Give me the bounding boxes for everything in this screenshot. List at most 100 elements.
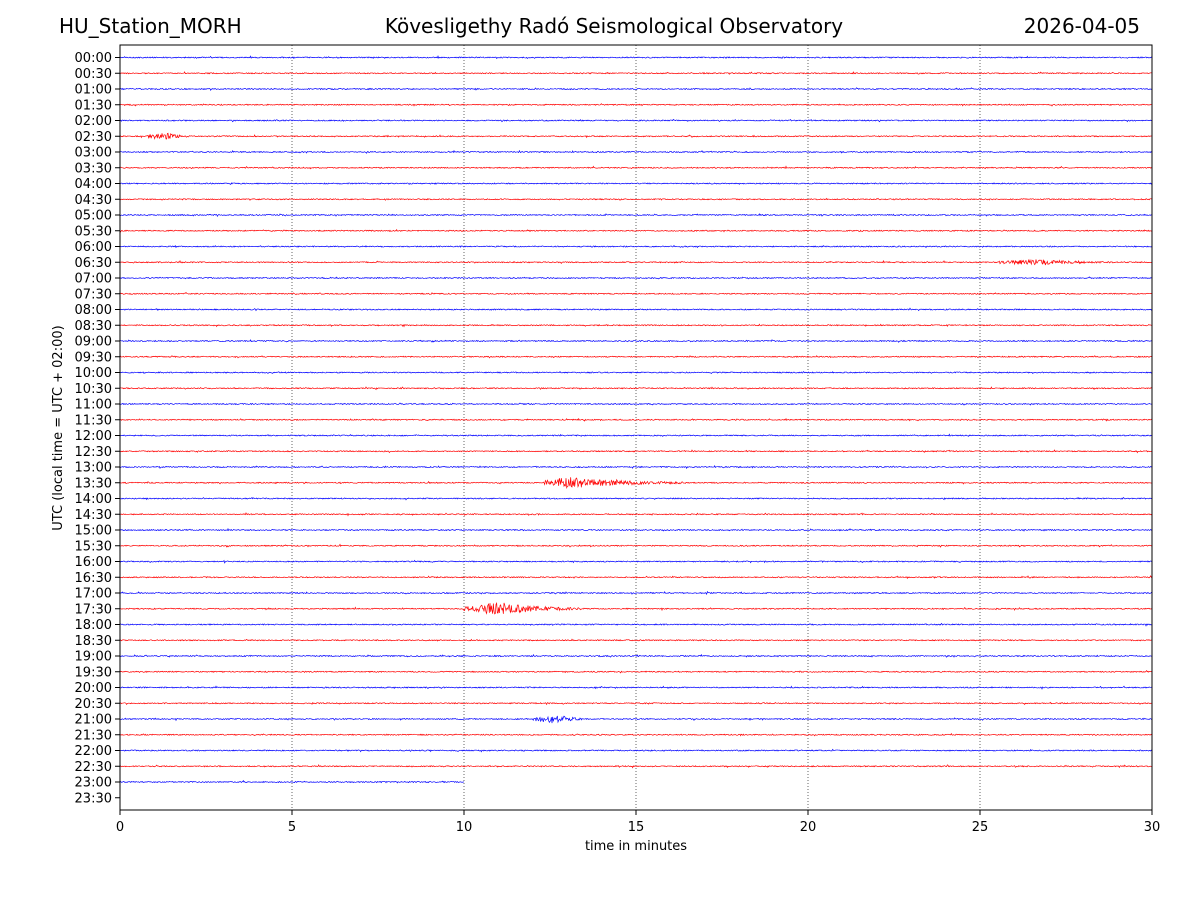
trace-07:30: [119, 291, 1153, 296]
y-tick-label-05:30: 05:30: [75, 224, 112, 239]
y-tick-label-22:00: 22:00: [75, 744, 112, 759]
trace-08:00: [119, 307, 1153, 312]
trace-09:00: [119, 339, 1153, 343]
y-tick-label-18:30: 18:30: [75, 634, 112, 649]
trace-23:00: [119, 779, 465, 784]
trace-03:00: [119, 149, 1153, 154]
y-tick-label-09:30: 09:30: [75, 350, 112, 365]
trace-17:30: [119, 601, 1153, 615]
trace-13:30: [120, 477, 1153, 490]
y-tick-label-23:30: 23:30: [75, 791, 112, 806]
y-tick-label-22:30: 22:30: [75, 760, 112, 775]
y-axis: 00:0000:3001:0001:3002:0002:3003:0003:30…: [75, 51, 120, 806]
y-tick-label-20:30: 20:30: [75, 697, 112, 712]
y-tick-label-21:30: 21:30: [75, 728, 112, 743]
x-tick-label-25: 25: [972, 820, 989, 835]
trace-04:30: [119, 197, 1153, 201]
x-tick-label-10: 10: [456, 820, 473, 835]
y-tick-label-20:00: 20:00: [75, 681, 112, 696]
y-tick-label-04:30: 04:30: [75, 193, 112, 208]
x-tick-label-20: 20: [800, 820, 817, 835]
y-tick-label-15:30: 15:30: [75, 539, 112, 554]
y-tick-label-19:30: 19:30: [75, 665, 112, 680]
date-label: 2026-04-05: [1023, 14, 1140, 38]
y-tick-label-14:00: 14:00: [75, 492, 112, 507]
y-tick-label-23:00: 23:00: [75, 776, 112, 791]
y-tick-label-17:00: 17:00: [75, 587, 112, 602]
trace-12:00: [119, 433, 1153, 437]
y-tick-label-07:30: 07:30: [75, 287, 112, 302]
trace-10:00: [119, 370, 1153, 374]
y-tick-label-05:00: 05:00: [75, 209, 112, 224]
trace-16:00: [119, 559, 1153, 564]
trace-11:30: [119, 417, 1153, 422]
chart-title: Kövesligethy Radó Seismological Observat…: [384, 14, 844, 38]
trace-04:00: [119, 182, 1153, 185]
y-tick-label-19:00: 19:00: [75, 650, 112, 665]
y-tick-label-01:00: 01:00: [75, 83, 112, 98]
y-tick-label-03:00: 03:00: [75, 146, 112, 161]
y-tick-label-17:30: 17:30: [75, 602, 112, 617]
trace-15:00: [119, 527, 1153, 532]
trace-16:30: [119, 575, 1153, 580]
y-tick-label-11:30: 11:30: [75, 413, 112, 428]
trace-10:30: [119, 386, 1153, 391]
trace-01:30: [119, 103, 1153, 107]
y-tick-label-07:00: 07:00: [75, 272, 112, 287]
trace-22:00: [119, 748, 1153, 753]
trace-15:30: [119, 543, 1152, 548]
y-tick-label-02:00: 02:00: [75, 114, 112, 129]
trace-05:30: [119, 228, 1153, 233]
trace-14:30: [119, 512, 1153, 517]
gridlines: [291, 45, 981, 810]
y-tick-label-10:00: 10:00: [75, 366, 112, 381]
trace-21:30: [119, 732, 1153, 737]
trace-02:00: [119, 118, 1153, 123]
trace-00:30: [119, 71, 1153, 75]
trace-21:00: [119, 715, 1153, 724]
trace-09:30: [119, 355, 1153, 359]
x-axis-label: time in minutes: [585, 839, 687, 854]
trace-18:00: [119, 622, 1153, 627]
x-axis: 0 5 10 15 20 25 30: [116, 810, 1160, 835]
y-tick-label-02:30: 02:30: [75, 130, 112, 145]
y-tick-label-13:30: 13:30: [75, 476, 112, 491]
y-tick-label-14:30: 14:30: [75, 508, 112, 523]
y-tick-label-06:00: 06:00: [75, 240, 112, 255]
y-tick-label-16:00: 16:00: [75, 555, 112, 570]
trace-18:30: [119, 638, 1153, 642]
trace-19:00: [119, 653, 1153, 658]
trace-07:00: [119, 276, 1153, 280]
y-tick-label-00:00: 00:00: [75, 51, 112, 66]
trace-19:30: [119, 670, 1153, 674]
trace-13:00: [119, 464, 1153, 470]
trace-20:00: [119, 685, 1153, 690]
y-tick-label-12:30: 12:30: [75, 445, 112, 460]
x-tick-label-15: 15: [628, 820, 645, 835]
trace-08:30: [119, 323, 1153, 328]
trace-00:00: [119, 55, 1153, 60]
trace-20:30: [119, 701, 1153, 706]
y-tick-label-18:00: 18:00: [75, 618, 112, 633]
trace-03:30: [119, 165, 1153, 170]
trace-lines: [119, 55, 1153, 784]
trace-12:30: [119, 449, 1153, 454]
y-axis-label: UTC (local time = UTC + 02:00): [51, 325, 66, 530]
trace-05:00: [119, 213, 1152, 217]
trace-14:00: [119, 496, 1153, 501]
y-tick-label-11:00: 11:00: [75, 398, 112, 413]
trace-01:00: [119, 87, 1153, 92]
x-tick-label-5: 5: [288, 820, 296, 835]
y-tick-label-12:00: 12:00: [75, 429, 112, 444]
y-tick-label-03:30: 03:30: [75, 161, 112, 176]
y-tick-label-13:00: 13:00: [75, 461, 112, 476]
trace-02:30: [119, 132, 1153, 140]
y-tick-label-01:30: 01:30: [75, 98, 112, 113]
y-tick-label-06:30: 06:30: [75, 256, 112, 271]
y-tick-label-15:00: 15:00: [75, 524, 112, 539]
x-tick-label-30: 30: [1144, 820, 1161, 835]
trace-06:30: [119, 258, 1153, 266]
y-tick-label-00:30: 00:30: [75, 67, 112, 82]
trace-17:00: [119, 590, 1153, 595]
